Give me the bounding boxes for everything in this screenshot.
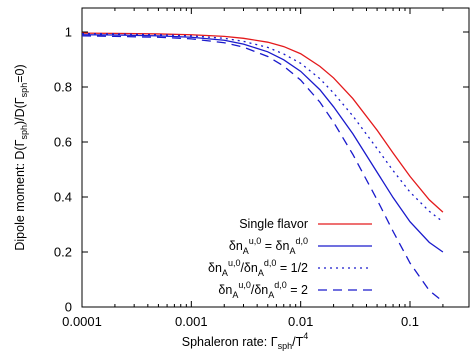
series-layer [82,32,444,303]
series-line-1 [82,32,444,213]
y-axis: 0 0.2 0.4 0.6 0.8 1 [54,25,469,315]
plot-frame [81,7,470,308]
x-axis: 0.0001 0.001 0.01 0.1 [62,8,444,329]
legend-label-2: δnAu,0 = δnAd,0 [229,236,308,256]
legend-label-4: δnAu,0/δnAd,0 = 2 [218,280,308,300]
y-tick-label: 0.8 [54,80,72,95]
y-tick-label: 0 [65,300,72,315]
plot-area [81,7,470,308]
series-line-3 [82,33,444,223]
legend-label-3: δnAu,0/δnAd,0 = 1/2 [208,258,308,278]
x-tick-label: 0.001 [175,314,208,329]
y-axis-label: Dipole moment: D(Γsph)/D(Γsph=0) [13,64,29,250]
series-line-2 [82,34,444,253]
series-line-4 [82,35,444,303]
y-tick-label: 0.4 [54,190,72,205]
x-axis-label: Sphaleron rate: Γsph/T4 [182,331,308,351]
y-tick-label: 1 [65,25,72,40]
y-tick-label: 0.6 [54,135,72,150]
x-tick-label: 0.0001 [62,314,102,329]
x-tick-label: 0.1 [401,314,419,329]
x-tick-label: 0.01 [288,314,313,329]
legend-label-1: Single flavor [239,217,308,231]
y-tick-label: 0.2 [54,245,72,260]
